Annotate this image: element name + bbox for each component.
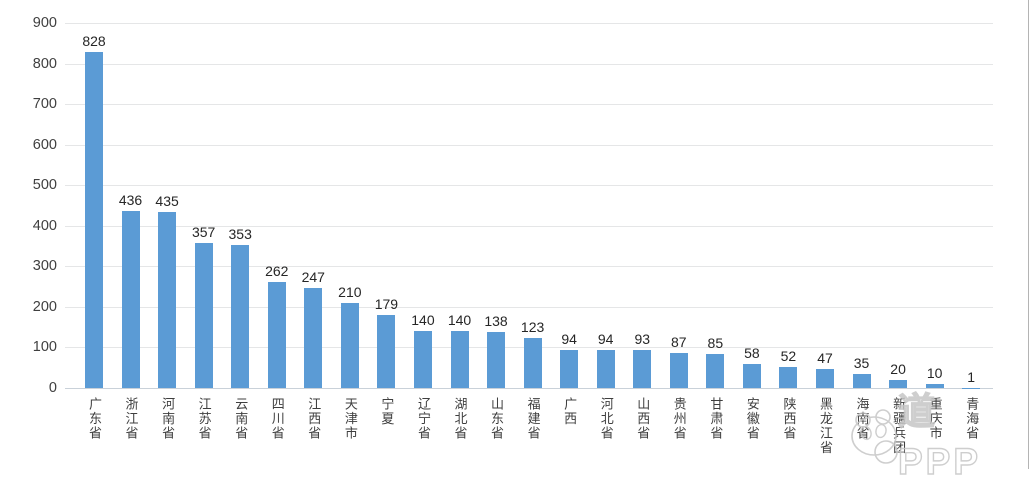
x-tick-label: 天津市 — [339, 397, 361, 441]
bar-value-label: 179 — [364, 296, 408, 312]
bar — [633, 350, 651, 388]
bar — [779, 367, 797, 388]
y-tick-label: 500 — [0, 176, 57, 194]
y-tick-label: 0 — [0, 379, 57, 397]
bar — [85, 52, 103, 388]
y-tick-label: 400 — [0, 217, 57, 235]
gridline — [65, 145, 993, 146]
bar — [231, 245, 249, 388]
bar — [158, 212, 176, 388]
x-tick-label: 广东省 — [83, 397, 105, 441]
x-tick-label: 河南省 — [156, 397, 178, 441]
bar — [524, 338, 542, 388]
bar — [487, 332, 505, 388]
x-tick-label: 安徽省 — [741, 397, 763, 441]
y-tick-label: 700 — [0, 95, 57, 113]
x-tick-label: 云南省 — [229, 397, 251, 441]
watermark: 道PPP — [850, 408, 1020, 466]
bar-value-label: 1 — [949, 369, 993, 385]
x-tick-label: 江西省 — [302, 397, 324, 441]
y-tick-label: 300 — [0, 257, 57, 275]
x-tick-label: 四川省 — [266, 397, 288, 441]
y-tick-label: 800 — [0, 55, 57, 73]
bar — [304, 288, 322, 388]
bar-value-label: 435 — [145, 193, 189, 209]
panda-logo-icon — [850, 409, 904, 465]
x-tick-label: 黑龙江省 — [814, 397, 836, 455]
x-axis-line — [65, 388, 993, 389]
x-tick-label: 江苏省 — [193, 397, 215, 441]
watermark-text: 道PPP — [898, 387, 1020, 487]
y-tick-label: 900 — [0, 14, 57, 32]
bar — [122, 211, 140, 388]
y-tick-label: 100 — [0, 338, 57, 356]
x-tick-label: 广西 — [558, 397, 580, 426]
screenshot-right-border — [1028, 0, 1029, 469]
x-tick-label: 辽宁省 — [412, 397, 434, 441]
bar — [670, 353, 688, 388]
bar — [853, 374, 871, 388]
x-tick-label: 福建省 — [522, 397, 544, 441]
bar — [743, 364, 761, 388]
bar-value-label: 353 — [218, 226, 262, 242]
bar — [268, 282, 286, 388]
bar — [560, 350, 578, 388]
bar — [341, 303, 359, 388]
gridline — [65, 64, 993, 65]
y-tick-label: 600 — [0, 136, 57, 154]
x-tick-label: 浙江省 — [120, 397, 142, 441]
x-tick-label: 山西省 — [631, 397, 653, 441]
bar — [414, 331, 432, 388]
x-tick-label: 贵州省 — [668, 397, 690, 441]
bar — [377, 315, 395, 388]
gridline — [65, 185, 993, 186]
bar — [706, 354, 724, 388]
x-tick-label: 湖北省 — [449, 397, 471, 441]
x-tick-label: 陕西省 — [777, 397, 799, 441]
bar — [816, 369, 834, 388]
gridline — [65, 23, 993, 24]
y-tick-label: 200 — [0, 298, 57, 316]
x-tick-label: 山东省 — [485, 397, 507, 441]
bar-value-label: 828 — [72, 33, 116, 49]
x-tick-label: 河北省 — [595, 397, 617, 441]
bar — [195, 243, 213, 388]
x-tick-label: 甘肃省 — [704, 397, 726, 441]
gridline — [65, 104, 993, 105]
x-tick-label: 宁夏 — [375, 397, 397, 426]
bar — [597, 350, 615, 388]
bar — [451, 331, 469, 388]
bar-value-label: 247 — [291, 269, 335, 285]
